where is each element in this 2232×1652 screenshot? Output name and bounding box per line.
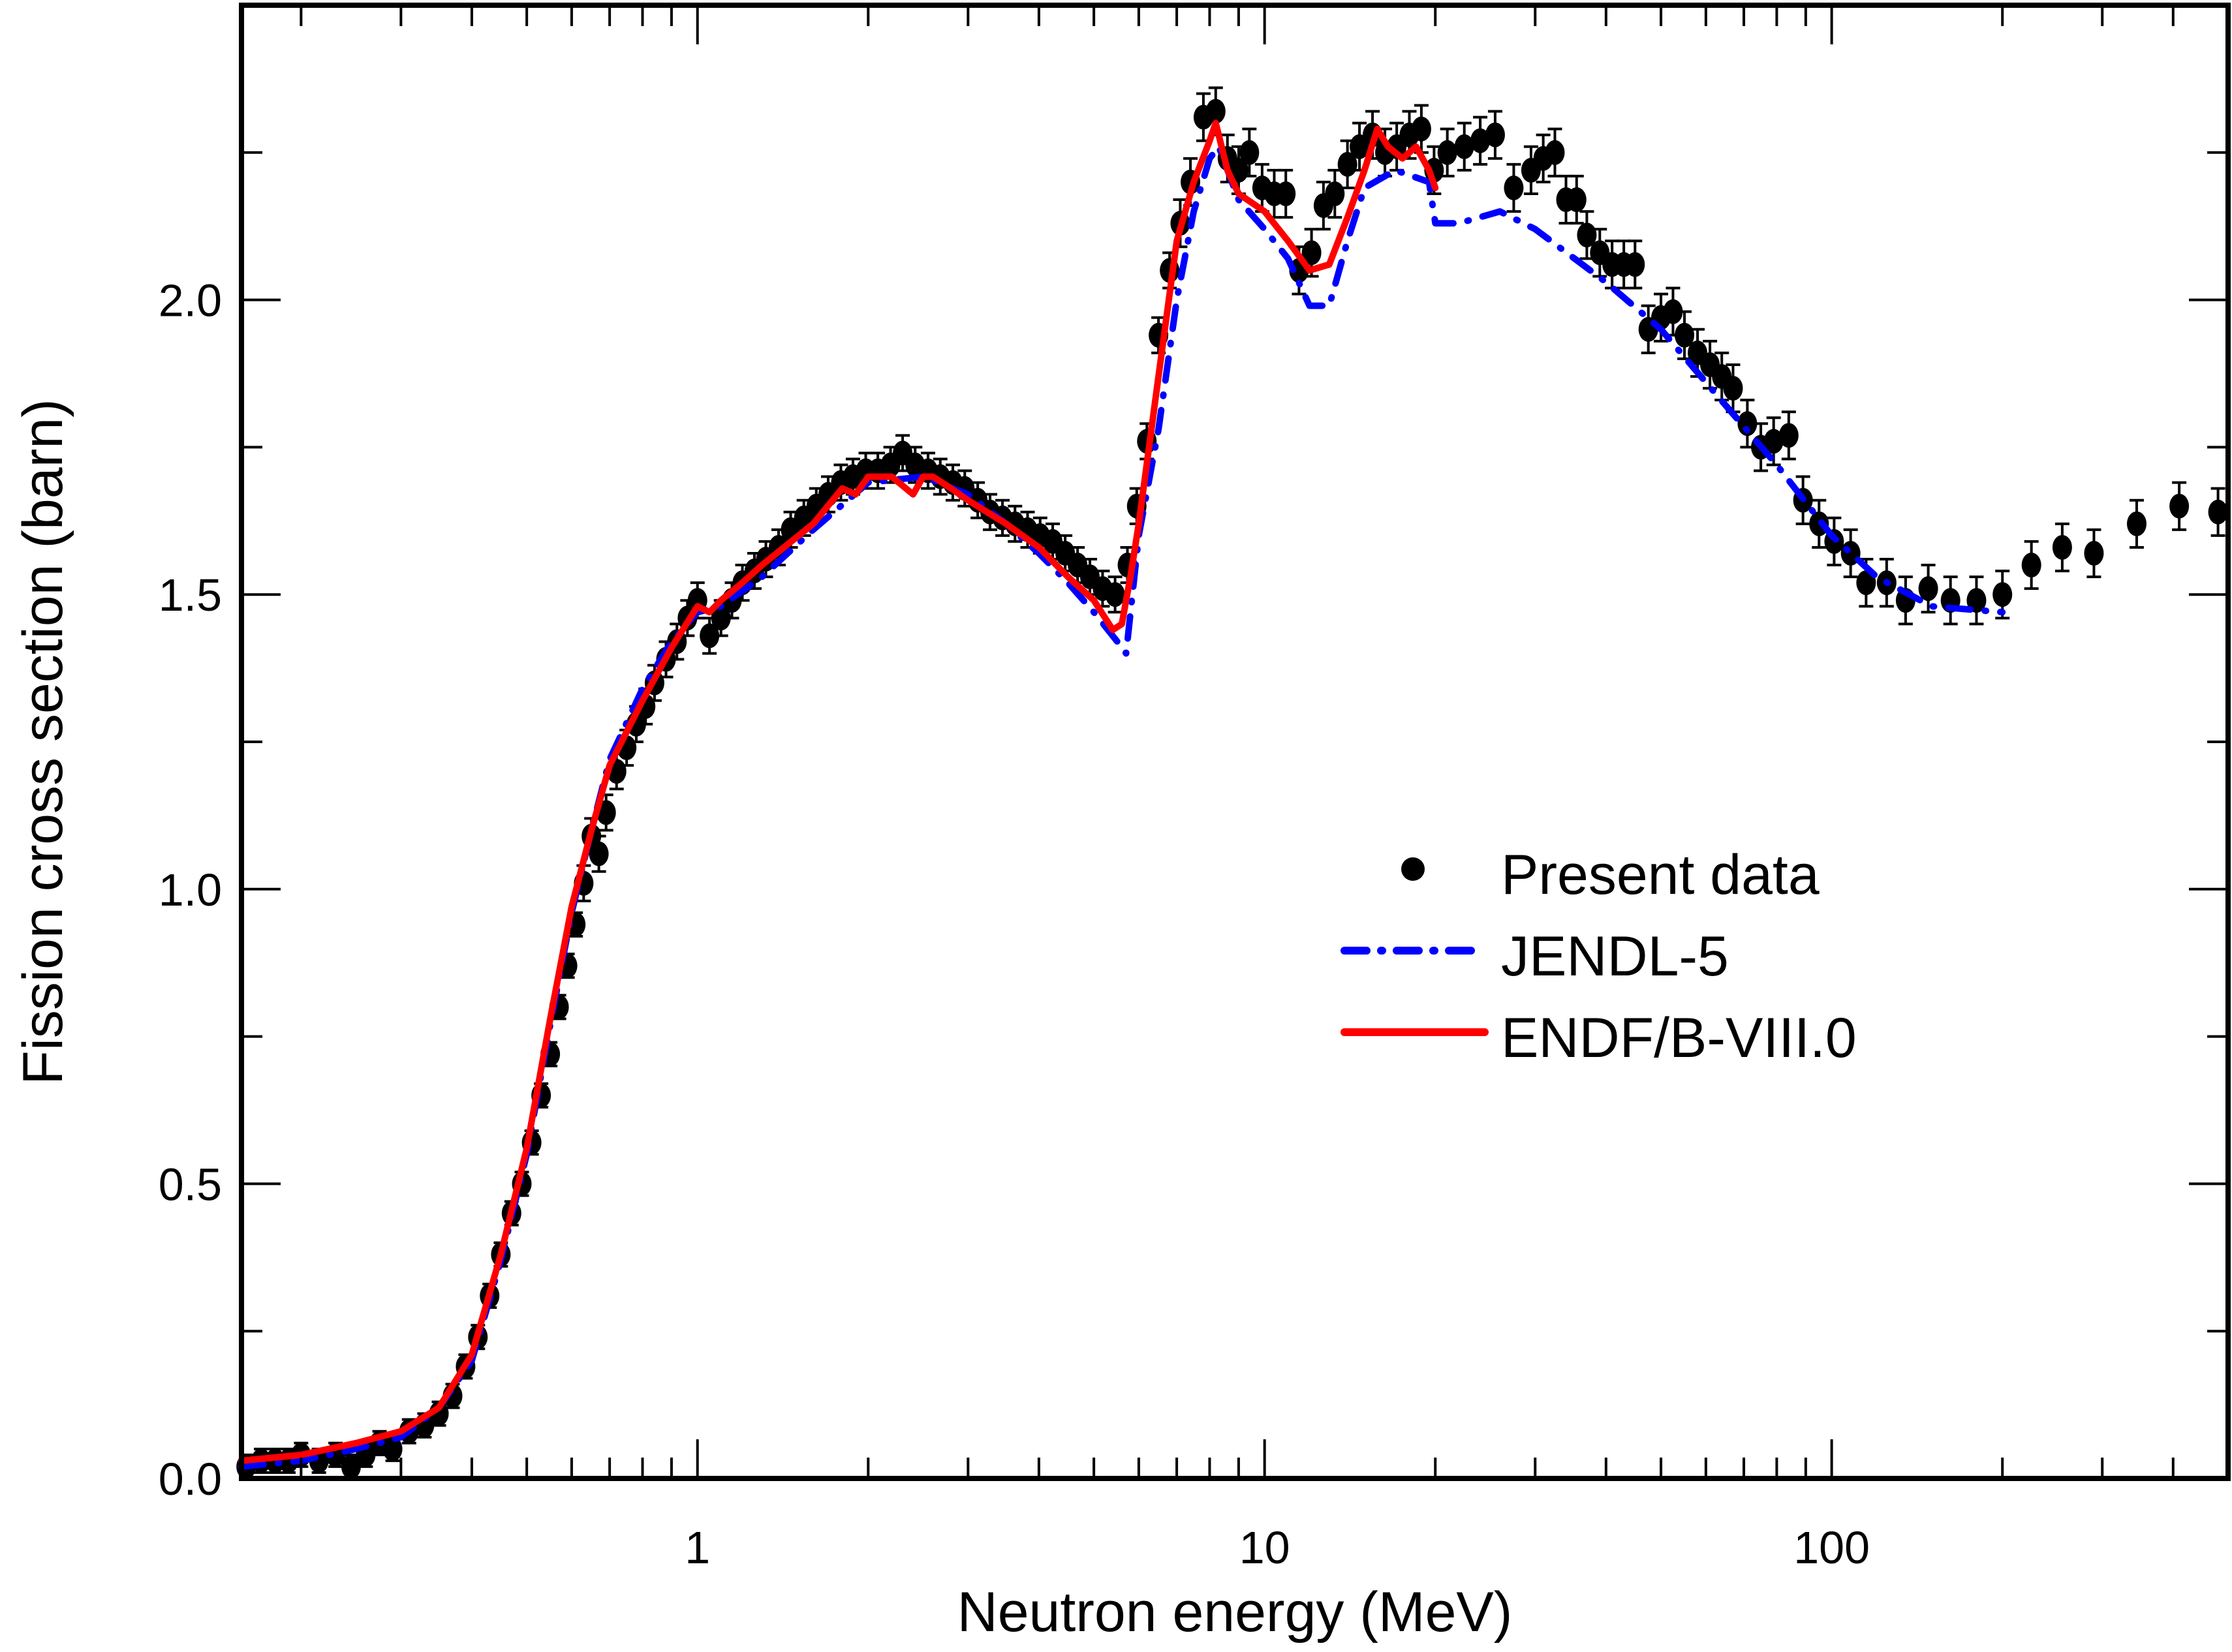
data-point: [1437, 127, 1457, 177]
data-point: [1895, 575, 1915, 626]
data-point: [1675, 310, 1695, 360]
data-marker: [1663, 299, 1683, 324]
data-point: [2208, 487, 2228, 537]
data-marker: [1625, 252, 1645, 277]
data-marker: [1566, 187, 1587, 213]
data-point: [1577, 210, 1597, 260]
data-marker: [2084, 540, 2104, 566]
data-point: [2084, 528, 2104, 579]
data-marker: [2021, 553, 2041, 578]
data-point: [1533, 133, 1553, 183]
data-point: [1454, 121, 1474, 172]
data-marker: [1105, 582, 1125, 607]
data-point: [2126, 498, 2147, 549]
data-point: [1276, 168, 1296, 219]
legend-label-jendl5: JENDL-5: [1501, 925, 1729, 988]
data-point: [1504, 162, 1524, 213]
data-marker: [1737, 411, 1758, 436]
data-point: [2021, 540, 2041, 590]
data-marker: [1454, 134, 1474, 159]
data-marker: [711, 605, 731, 631]
data-point: [1778, 410, 1799, 461]
data-point: [700, 617, 720, 655]
data-point: [1566, 174, 1587, 225]
data-marker: [1918, 576, 1938, 602]
legend-label-endf: ENDF/B-VIII.0: [1501, 1007, 1857, 1069]
data-marker: [2169, 493, 2190, 519]
x-tick-label: 1: [685, 1522, 710, 1573]
data-marker: [1325, 181, 1345, 207]
data-marker: [1470, 128, 1491, 153]
tick-labels: 1 10 100 0.0 0.5 1.0 1.5 2.0: [159, 275, 1870, 1573]
data-marker: [1992, 582, 2013, 607]
data-point: [1940, 575, 1961, 626]
ticks-layer: [241, 4, 2229, 1480]
plot-frame: [239, 3, 2231, 1481]
data-marker: [1778, 423, 1799, 448]
y-tick-label: 1.5: [159, 570, 222, 620]
data-point: [2052, 522, 2072, 573]
data-marker: [1205, 99, 1226, 124]
data-point: [1625, 239, 1645, 290]
legend-marker-present-data: [1401, 857, 1425, 881]
series-line-jendl5: [238, 143, 2006, 1470]
data-point: [1918, 564, 1938, 614]
legend-label-present-data: Present data: [1501, 844, 1820, 906]
data-point: [1325, 168, 1345, 219]
data-marker: [700, 623, 720, 649]
data-marker: [1856, 570, 1876, 596]
data-point: [1239, 127, 1260, 177]
data-point: [589, 834, 609, 873]
x-tick-label: 100: [1793, 1522, 1870, 1573]
data-marker: [1437, 140, 1457, 165]
data-marker: [1723, 376, 1743, 401]
data-marker: [1763, 429, 1784, 454]
data-marker: [2052, 534, 2072, 560]
data-marker: [341, 1454, 361, 1479]
data-point: [1105, 575, 1125, 614]
data-marker: [1411, 116, 1431, 142]
data-marker: [589, 841, 609, 866]
y-axis-label: Fission cross section (barn): [12, 399, 74, 1084]
data-marker: [1239, 140, 1260, 165]
data-marker: [1675, 322, 1695, 348]
data-marker: [382, 1436, 403, 1461]
x-tick-label: 10: [1239, 1522, 1290, 1573]
data-point: [1485, 110, 1505, 160]
series-line-endf: [238, 119, 1439, 1464]
data-point: [1840, 528, 1861, 579]
data-marker: [1504, 175, 1524, 200]
data-marker: [1485, 122, 1505, 147]
data-marker: [1577, 222, 1597, 248]
data-point: [1663, 286, 1683, 337]
data-marker: [2126, 511, 2147, 536]
series-layer: [236, 86, 2228, 1480]
data-point: [2169, 481, 2190, 531]
y-tick-label: 2.0: [159, 275, 222, 326]
data-point: [1966, 575, 1987, 626]
x-axis-label: Neutron energy (MeV): [957, 1581, 1513, 1644]
y-tick-label: 0.5: [159, 1159, 222, 1210]
data-marker: [2208, 499, 2228, 525]
data-marker: [1545, 140, 1565, 165]
data-point: [1545, 127, 1565, 177]
data-point: [1470, 115, 1491, 166]
y-tick-label: 1.0: [159, 864, 222, 915]
data-marker: [1301, 240, 1322, 266]
data-marker: [1276, 181, 1296, 207]
y-tick-label: 0.0: [159, 1454, 222, 1505]
legend: Present data JENDL-5 ENDF/B-VIII.0: [1341, 844, 1857, 1069]
